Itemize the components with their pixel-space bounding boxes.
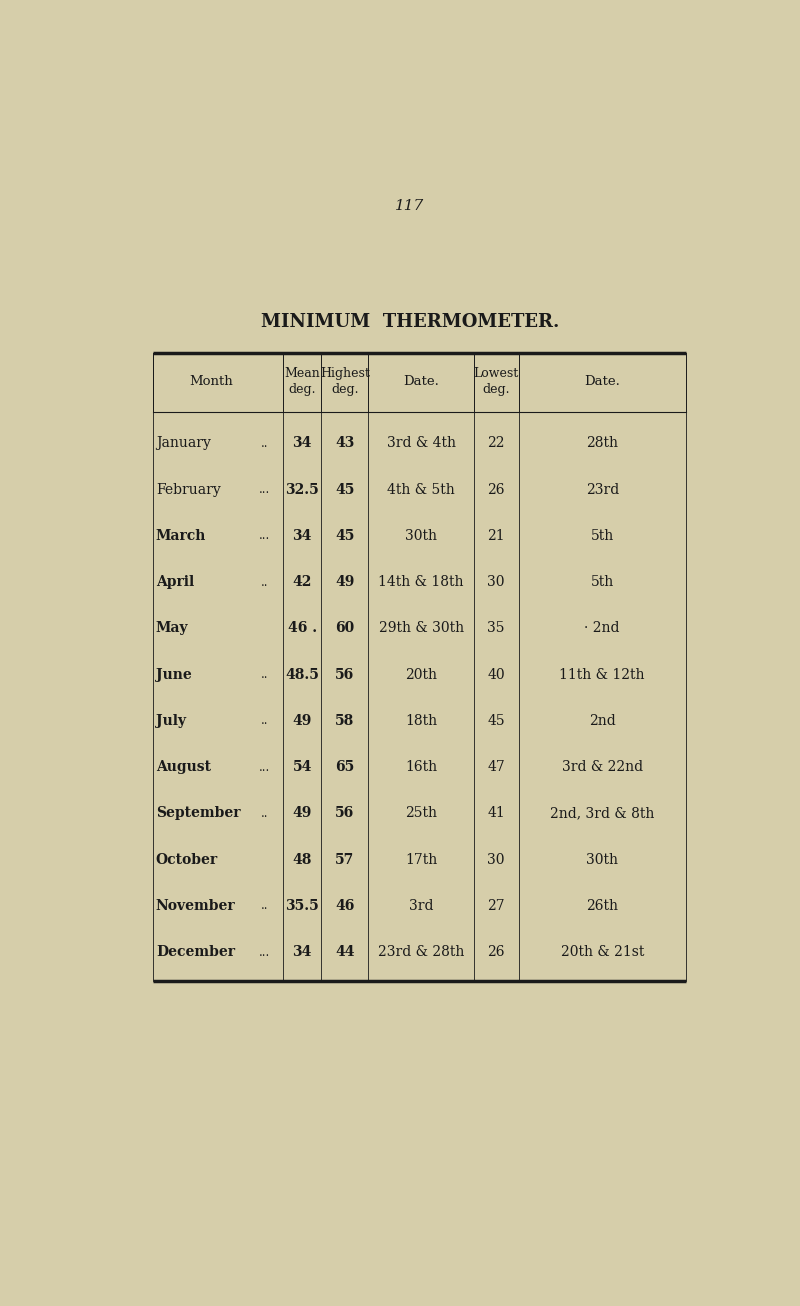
Text: 5th: 5th bbox=[590, 575, 614, 589]
Text: 3rd & 22nd: 3rd & 22nd bbox=[562, 760, 642, 774]
Text: 34: 34 bbox=[293, 436, 312, 451]
Text: 48: 48 bbox=[293, 853, 312, 867]
Text: April: April bbox=[156, 575, 194, 589]
Text: 58: 58 bbox=[335, 714, 354, 727]
Text: 35: 35 bbox=[487, 622, 505, 635]
Text: 49: 49 bbox=[335, 575, 354, 589]
Text: 23rd & 28th: 23rd & 28th bbox=[378, 946, 464, 959]
Text: 29th & 30th: 29th & 30th bbox=[378, 622, 464, 635]
Text: 26: 26 bbox=[487, 946, 505, 959]
Text: 46 .: 46 . bbox=[287, 622, 317, 635]
Text: 60: 60 bbox=[335, 622, 354, 635]
Text: Mean
deg.: Mean deg. bbox=[284, 367, 320, 397]
Text: ..: .. bbox=[261, 714, 268, 727]
Text: 48.5: 48.5 bbox=[285, 667, 319, 682]
Text: July: July bbox=[156, 714, 186, 727]
Text: ...: ... bbox=[258, 760, 270, 773]
Text: ...: ... bbox=[258, 483, 270, 496]
Text: ...: ... bbox=[258, 946, 270, 959]
Text: 2nd, 3rd & 8th: 2nd, 3rd & 8th bbox=[550, 806, 654, 820]
Text: Highest
deg.: Highest deg. bbox=[320, 367, 370, 397]
Text: January: January bbox=[156, 436, 210, 451]
Text: 65: 65 bbox=[335, 760, 354, 774]
Text: September: September bbox=[156, 806, 240, 820]
Text: 26th: 26th bbox=[586, 899, 618, 913]
Text: ..: .. bbox=[261, 900, 268, 913]
Text: June: June bbox=[156, 667, 191, 682]
Text: 27: 27 bbox=[487, 899, 505, 913]
Text: 44: 44 bbox=[335, 946, 354, 959]
Text: 45: 45 bbox=[335, 483, 354, 496]
Text: 5th: 5th bbox=[590, 529, 614, 543]
Text: 32.5: 32.5 bbox=[286, 483, 319, 496]
Text: 18th: 18th bbox=[405, 714, 438, 727]
Text: 21: 21 bbox=[487, 529, 505, 543]
Text: 17th: 17th bbox=[405, 853, 438, 867]
Text: 45: 45 bbox=[335, 529, 354, 543]
Text: 35.5: 35.5 bbox=[286, 899, 319, 913]
Text: 4th & 5th: 4th & 5th bbox=[387, 483, 455, 496]
Text: 47: 47 bbox=[487, 760, 505, 774]
Text: 34: 34 bbox=[293, 529, 312, 543]
Text: ..: .. bbox=[261, 669, 268, 682]
Text: ..: .. bbox=[261, 436, 268, 449]
Text: October: October bbox=[156, 853, 218, 867]
Text: 54: 54 bbox=[293, 760, 312, 774]
Text: 30th: 30th bbox=[405, 529, 437, 543]
Text: 41: 41 bbox=[487, 806, 505, 820]
Text: Date.: Date. bbox=[403, 376, 439, 388]
Text: 11th & 12th: 11th & 12th bbox=[559, 667, 645, 682]
Text: 16th: 16th bbox=[405, 760, 438, 774]
Text: 43: 43 bbox=[335, 436, 354, 451]
Text: March: March bbox=[156, 529, 206, 543]
Text: 25th: 25th bbox=[405, 806, 437, 820]
Text: ..: .. bbox=[261, 807, 268, 820]
Text: 56: 56 bbox=[335, 667, 354, 682]
Text: 26: 26 bbox=[487, 483, 505, 496]
Text: · 2nd: · 2nd bbox=[585, 622, 620, 635]
Text: 30th: 30th bbox=[586, 853, 618, 867]
Text: 42: 42 bbox=[293, 575, 312, 589]
Text: 49: 49 bbox=[293, 714, 312, 727]
Text: 3rd: 3rd bbox=[409, 899, 434, 913]
Text: 28th: 28th bbox=[586, 436, 618, 451]
Text: 20th: 20th bbox=[405, 667, 437, 682]
Text: 20th & 21st: 20th & 21st bbox=[561, 946, 644, 959]
Text: May: May bbox=[156, 622, 189, 635]
Text: 2nd: 2nd bbox=[589, 714, 615, 727]
Text: November: November bbox=[156, 899, 235, 913]
Text: 30: 30 bbox=[487, 575, 505, 589]
Text: 23rd: 23rd bbox=[586, 483, 619, 496]
Text: 46: 46 bbox=[335, 899, 354, 913]
Text: ...: ... bbox=[258, 529, 270, 542]
Text: December: December bbox=[156, 946, 235, 959]
Text: 34: 34 bbox=[293, 946, 312, 959]
Text: 40: 40 bbox=[487, 667, 505, 682]
Text: Date.: Date. bbox=[584, 376, 620, 388]
Text: Month: Month bbox=[190, 376, 234, 388]
Text: 45: 45 bbox=[487, 714, 505, 727]
Text: 30: 30 bbox=[487, 853, 505, 867]
Text: February: February bbox=[156, 483, 221, 496]
Text: 56: 56 bbox=[335, 806, 354, 820]
Text: 3rd & 4th: 3rd & 4th bbox=[386, 436, 456, 451]
Text: 14th & 18th: 14th & 18th bbox=[378, 575, 464, 589]
Text: 57: 57 bbox=[335, 853, 354, 867]
Text: ..: .. bbox=[261, 576, 268, 589]
Text: 49: 49 bbox=[293, 806, 312, 820]
Text: 22: 22 bbox=[487, 436, 505, 451]
Text: Lowest
deg.: Lowest deg. bbox=[474, 367, 519, 397]
Text: August: August bbox=[156, 760, 211, 774]
Text: 117: 117 bbox=[395, 199, 425, 213]
Text: MINIMUM  THERMOMETER.: MINIMUM THERMOMETER. bbox=[261, 312, 559, 330]
